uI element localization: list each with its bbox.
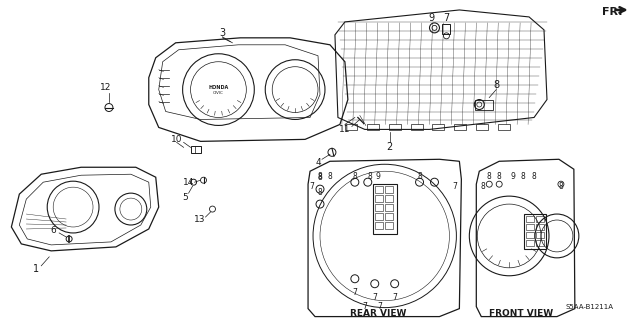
Text: 7: 7 bbox=[353, 288, 357, 297]
Bar bbox=[454, 124, 467, 130]
Text: 8: 8 bbox=[532, 172, 536, 181]
Text: 8: 8 bbox=[521, 172, 525, 181]
Text: 9: 9 bbox=[375, 172, 380, 181]
Text: REAR VIEW: REAR VIEW bbox=[350, 309, 406, 318]
Text: 8: 8 bbox=[328, 172, 332, 181]
Text: CIVIC: CIVIC bbox=[213, 91, 224, 95]
Bar bbox=[526, 216, 534, 222]
Text: 5: 5 bbox=[183, 193, 188, 202]
Text: 11: 11 bbox=[339, 125, 351, 134]
Text: 9: 9 bbox=[428, 13, 435, 23]
Bar bbox=[442, 24, 451, 34]
Text: 8: 8 bbox=[317, 188, 323, 197]
Bar bbox=[375, 213, 383, 220]
Text: 10: 10 bbox=[171, 135, 182, 144]
Bar bbox=[411, 124, 422, 130]
Bar bbox=[536, 240, 544, 246]
Text: S5AA-B1211A: S5AA-B1211A bbox=[566, 304, 614, 310]
Text: 8: 8 bbox=[493, 80, 499, 90]
Text: 7: 7 bbox=[310, 182, 314, 191]
Bar bbox=[476, 100, 493, 109]
Text: 7: 7 bbox=[362, 302, 367, 311]
Text: HONDA: HONDA bbox=[209, 85, 228, 90]
Bar bbox=[385, 213, 393, 220]
Bar bbox=[536, 232, 544, 238]
Bar bbox=[536, 216, 544, 222]
Bar bbox=[476, 124, 488, 130]
Text: 8: 8 bbox=[497, 172, 502, 181]
Text: 4: 4 bbox=[315, 158, 321, 167]
Bar bbox=[526, 240, 534, 246]
Text: 8: 8 bbox=[367, 172, 372, 181]
Text: 8: 8 bbox=[481, 182, 486, 191]
Bar bbox=[375, 204, 383, 211]
Bar bbox=[375, 186, 383, 193]
Bar bbox=[498, 124, 510, 130]
Text: 6: 6 bbox=[51, 226, 56, 235]
Text: 9: 9 bbox=[511, 172, 516, 181]
Text: 8: 8 bbox=[353, 172, 357, 181]
Text: 3: 3 bbox=[220, 28, 225, 38]
Bar bbox=[385, 195, 393, 202]
Bar bbox=[375, 195, 383, 202]
Text: FR.: FR. bbox=[602, 7, 622, 17]
Text: 8: 8 bbox=[417, 172, 422, 181]
Bar bbox=[345, 124, 357, 130]
Bar bbox=[385, 204, 393, 211]
Bar bbox=[385, 222, 393, 229]
Text: 8: 8 bbox=[487, 172, 492, 181]
Bar bbox=[367, 124, 379, 130]
Bar bbox=[526, 224, 534, 230]
Text: 13: 13 bbox=[194, 214, 205, 224]
Text: 2: 2 bbox=[387, 142, 393, 152]
Bar bbox=[433, 124, 444, 130]
Text: 1: 1 bbox=[33, 264, 39, 274]
Text: 7: 7 bbox=[444, 13, 449, 23]
Bar bbox=[375, 222, 383, 229]
Text: 7: 7 bbox=[372, 293, 377, 302]
Bar bbox=[385, 186, 393, 193]
Text: 8: 8 bbox=[317, 173, 323, 182]
Text: 8: 8 bbox=[317, 172, 323, 181]
Bar bbox=[191, 146, 200, 153]
Bar bbox=[372, 184, 397, 234]
Text: 8: 8 bbox=[559, 182, 563, 191]
Text: FRONT VIEW: FRONT VIEW bbox=[489, 309, 554, 318]
Bar bbox=[526, 232, 534, 238]
Bar bbox=[388, 124, 401, 130]
Text: 7: 7 bbox=[378, 302, 382, 311]
Text: 7: 7 bbox=[452, 182, 457, 191]
Text: 12: 12 bbox=[100, 83, 111, 92]
Text: 7: 7 bbox=[392, 293, 397, 302]
Bar bbox=[524, 214, 546, 249]
Text: 14: 14 bbox=[183, 178, 195, 187]
Bar bbox=[536, 224, 544, 230]
